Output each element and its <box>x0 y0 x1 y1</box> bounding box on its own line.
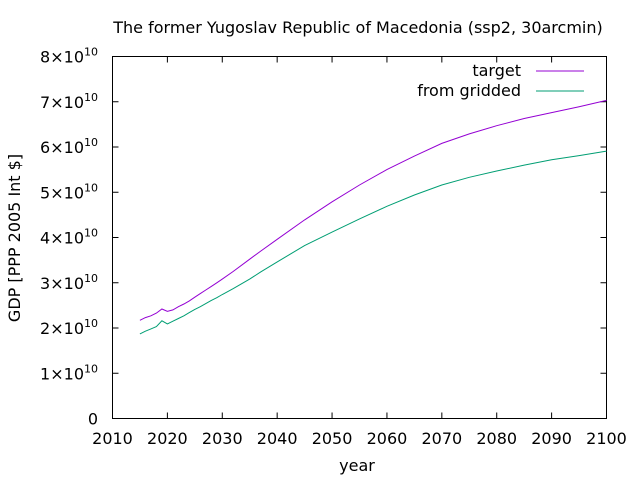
y-axis-ticks: 0 1×1010 2×1010 3×1010 4×1010 5×1010 6×1010 7×1… <box>40 46 607 429</box>
y-tick-label: 3×1010 <box>40 272 98 293</box>
series-line-target <box>139 99 607 321</box>
chart-title: The former Yugoslav Republic of Macedoni… <box>112 18 603 37</box>
x-tick-label: 2090 <box>531 429 572 448</box>
x-tick-label: 2020 <box>147 429 188 448</box>
y-tick-label: 2×1010 <box>40 317 98 338</box>
plot-frame <box>112 56 607 419</box>
y-tick-label: 5×1010 <box>40 181 98 202</box>
y-tick-label: 0 <box>88 410 98 429</box>
y-axis-label: GDP [PPP 2005 Int $] <box>5 154 24 322</box>
x-tick-label: 2100 <box>586 429 627 448</box>
x-tick-label: 2030 <box>202 429 243 448</box>
x-tick-label: 2060 <box>367 429 408 448</box>
x-tick-label: 2010 <box>92 429 133 448</box>
series-lines <box>139 99 607 335</box>
legend-label: target <box>472 61 521 80</box>
y-tick-label: 7×1010 <box>40 91 98 112</box>
x-tick-label: 2080 <box>476 429 517 448</box>
legend-label: from gridded <box>417 81 521 100</box>
x-axis-label: year <box>339 456 375 475</box>
y-tick-label: 6×1010 <box>40 136 98 157</box>
y-tick-label: 1×1010 <box>40 362 98 383</box>
x-tick-label: 2040 <box>257 429 298 448</box>
series-line-from-gridded <box>139 150 607 335</box>
y-tick-label: 4×1010 <box>40 227 98 248</box>
x-tick-label: 2050 <box>312 429 353 448</box>
y-tick-label: 8×1010 <box>40 46 98 67</box>
x-axis-ticks: 2010 2020 2030 2040 2050 2060 2070 2080 2090 2100 <box>92 56 627 448</box>
x-tick-label: 2070 <box>421 429 462 448</box>
